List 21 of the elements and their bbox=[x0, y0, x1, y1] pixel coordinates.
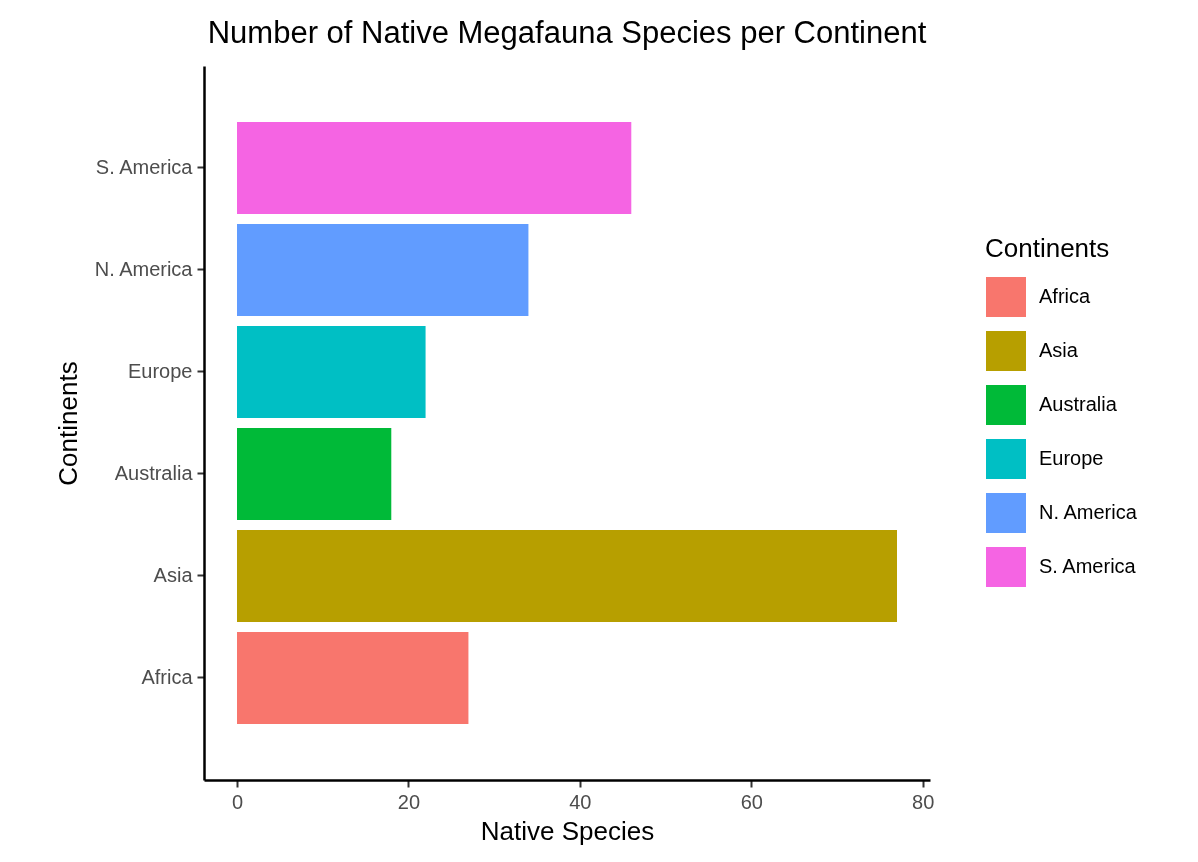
x-tick-label: 40 bbox=[569, 790, 592, 813]
y-tick-label: Asia bbox=[153, 564, 194, 586]
legend-label: Africa bbox=[1039, 285, 1091, 307]
y-tick-label: Europe bbox=[128, 360, 193, 382]
legend-label: Australia bbox=[1039, 393, 1118, 415]
chart-title: Number of Native Megafauna Species per Continent bbox=[207, 15, 927, 50]
y-tick-label: Australia bbox=[114, 462, 194, 484]
x-tick-label: 80 bbox=[912, 790, 935, 813]
x-tick-label: 60 bbox=[740, 790, 763, 813]
y-axis-title: Continents bbox=[52, 361, 83, 486]
x-tick-label: 0 bbox=[231, 790, 244, 813]
legend-label: Asia bbox=[1039, 339, 1079, 361]
legend-label: Europe bbox=[1039, 447, 1104, 469]
y-tick-label: N. America bbox=[94, 258, 194, 280]
legend-title: Continents bbox=[985, 233, 1110, 263]
y-tick-label: Africa bbox=[141, 666, 194, 688]
y-tick-label: S. America bbox=[95, 156, 194, 178]
legend-label: N. America bbox=[1039, 501, 1138, 523]
x-tick-label: 20 bbox=[397, 790, 421, 813]
legend-label: S. America bbox=[1039, 555, 1137, 577]
x-axis-title: Native Species bbox=[480, 815, 655, 846]
